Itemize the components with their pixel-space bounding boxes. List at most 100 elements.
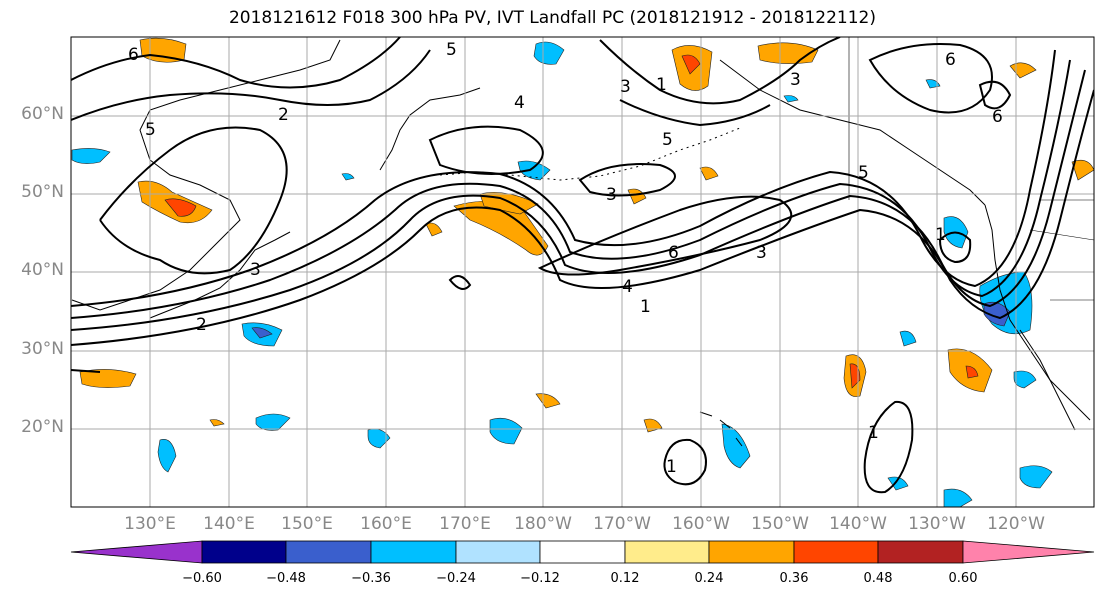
shade-positive (699, 166, 719, 181)
pv-label: 3 (620, 77, 631, 97)
pv-contour (71, 69, 1086, 331)
pv-contour (978, 80, 1012, 110)
pv-label: 1 (868, 423, 879, 443)
shade-strong-negative (251, 327, 273, 339)
pv-label: 3 (606, 185, 617, 205)
shade-negative (71, 148, 111, 164)
pv-contour (619, 99, 771, 127)
colorbar-tick-label: −0.48 (266, 571, 306, 586)
shade-negative (943, 488, 973, 507)
pv-label: 5 (662, 130, 673, 150)
lon-label: 150°W (751, 514, 809, 534)
north-america-coast (984, 204, 1091, 421)
lon-label: 160°E (360, 514, 412, 534)
shade-negative (367, 428, 391, 449)
pv-contour (99, 126, 288, 275)
colorbar-tick-label: 0.36 (779, 571, 809, 586)
pv-contour (428, 125, 544, 175)
lat-label: 20°N (21, 417, 64, 437)
colorbar-bin (877, 540, 964, 564)
lon-label: 170°E (439, 514, 491, 534)
colorbar-bin (793, 540, 879, 564)
colorbar-tick-label: 0.48 (863, 571, 893, 586)
pv-contour (863, 400, 914, 494)
shade-negative (721, 423, 751, 469)
shade-negative (255, 413, 291, 431)
pv-label: 4 (514, 93, 525, 113)
lat-label: 60°N (21, 104, 64, 124)
pv-contour (71, 59, 1071, 319)
lat-label: 40°N (21, 260, 64, 280)
colorbar (70, 540, 1095, 564)
pv-contour (663, 438, 707, 486)
pv-label: 3 (790, 70, 801, 90)
pv-contour (599, 37, 841, 105)
pv-contour (71, 49, 1056, 307)
hawaii-islands (699, 411, 743, 447)
pv-label: 5 (145, 120, 156, 140)
lon-label: 140°W (829, 514, 887, 534)
pv-label: 2 (278, 105, 289, 125)
colorbar-bin (708, 540, 795, 564)
border-lines (848, 37, 1094, 301)
shade-positive (79, 369, 137, 388)
shade-positive (425, 222, 443, 237)
shade-negative (899, 330, 917, 347)
pv-label: 6 (945, 50, 956, 70)
shade-negative (1013, 370, 1037, 389)
shade-strong-negative (983, 301, 1011, 327)
pv-contours (71, 37, 1094, 494)
lon-label: 120°W (987, 514, 1045, 534)
lon-label: 130°W (908, 514, 966, 534)
alaska-coast (719, 59, 986, 206)
pv-contour (71, 37, 401, 89)
shade-positive (1009, 62, 1037, 79)
colorbar-tick-label: −0.60 (182, 571, 222, 586)
pv-contour (448, 275, 472, 290)
colorbar-tick-label: 0.24 (694, 571, 724, 586)
shade-negative (489, 417, 523, 445)
shade-strong-positive (965, 365, 979, 379)
lon-label: 140°E (203, 514, 255, 534)
map-frame (70, 36, 1095, 508)
lon-label: 130°E (124, 514, 176, 534)
pv-label: 5 (858, 163, 869, 183)
pv-label: 1 (656, 75, 667, 95)
colorbar-tick-label: −0.36 (351, 571, 391, 586)
lon-label: 160°W (672, 514, 730, 534)
pv-label: 4 (622, 277, 633, 297)
shade-positive (627, 188, 647, 205)
pv-contour (578, 163, 676, 197)
colorbar-bin (539, 540, 626, 564)
lon-label: 180°W (514, 514, 572, 534)
pv-label: 3 (756, 243, 767, 263)
pv-contour (71, 369, 101, 373)
pv-label: 6 (668, 243, 679, 263)
shade-positive (643, 418, 663, 433)
shade-negative (783, 95, 799, 103)
ivt-shading-layer (71, 37, 1094, 507)
colorbar-tick-label: 0.12 (610, 571, 640, 586)
shade-positive (535, 393, 561, 409)
pv-label: 6 (992, 107, 1003, 127)
pv-label: 1 (935, 225, 946, 245)
shade-negative (925, 79, 941, 89)
coastline-layer (71, 37, 1094, 447)
colorbar-bin (624, 540, 710, 564)
lon-label: 150°E (281, 514, 333, 534)
pv-contour (71, 89, 1094, 346)
shade-negative (533, 41, 565, 65)
shade-negative (157, 439, 177, 473)
shade-strong-positive (681, 54, 701, 75)
shade-negative (1019, 465, 1053, 489)
pv-contour (938, 231, 972, 264)
colorbar-extend-low (70, 540, 203, 564)
shade-negative (887, 476, 909, 491)
shade-negative (517, 160, 551, 181)
pv-contour (537, 195, 793, 276)
pv-contour (868, 43, 993, 114)
colorbar-tick-label: −0.24 (436, 571, 476, 586)
colorbar-bin (285, 540, 372, 564)
baja-coast (1019, 329, 1076, 431)
